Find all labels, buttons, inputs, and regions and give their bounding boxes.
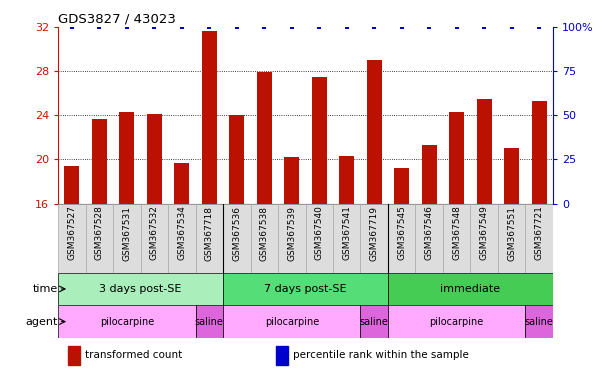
- Text: GSM367539: GSM367539: [287, 205, 296, 261]
- Text: time: time: [33, 284, 58, 294]
- Bar: [276, 346, 288, 365]
- Text: GSM367531: GSM367531: [122, 205, 131, 261]
- Text: GSM367546: GSM367546: [425, 205, 434, 260]
- Bar: [360, 204, 388, 273]
- Text: GSM367532: GSM367532: [150, 205, 159, 260]
- Bar: [333, 204, 360, 273]
- Bar: [64, 166, 79, 204]
- Bar: [388, 305, 525, 338]
- Text: percentile rank within the sample: percentile rank within the sample: [293, 350, 469, 360]
- Bar: [470, 204, 498, 273]
- Bar: [388, 273, 553, 305]
- Point: [259, 24, 269, 30]
- Bar: [278, 204, 306, 273]
- Bar: [113, 204, 141, 273]
- Text: saline: saline: [360, 316, 389, 327]
- Bar: [443, 204, 470, 273]
- Point: [67, 24, 77, 30]
- Point: [342, 24, 352, 30]
- Text: GSM367528: GSM367528: [95, 205, 104, 260]
- Text: GSM367548: GSM367548: [452, 205, 461, 260]
- Point: [424, 24, 434, 30]
- Bar: [174, 163, 189, 204]
- Bar: [367, 60, 382, 204]
- Bar: [229, 115, 244, 204]
- Bar: [449, 112, 464, 204]
- Point: [177, 24, 187, 30]
- Text: GDS3827 / 43023: GDS3827 / 43023: [58, 13, 176, 26]
- Bar: [388, 204, 415, 273]
- Bar: [532, 101, 547, 204]
- Point: [534, 24, 544, 30]
- Text: GSM367540: GSM367540: [315, 205, 324, 260]
- Bar: [415, 204, 443, 273]
- Text: immediate: immediate: [441, 284, 500, 294]
- Text: GSM367719: GSM367719: [370, 205, 379, 261]
- Bar: [196, 305, 223, 338]
- Text: pilocarpine: pilocarpine: [430, 316, 484, 327]
- Bar: [202, 31, 217, 204]
- Bar: [92, 119, 107, 204]
- Point: [95, 24, 104, 30]
- Bar: [339, 156, 354, 204]
- Point: [204, 24, 214, 30]
- Text: saline: saline: [195, 316, 224, 327]
- Text: GSM367721: GSM367721: [535, 205, 544, 260]
- Text: GSM367534: GSM367534: [177, 205, 186, 260]
- Bar: [223, 305, 360, 338]
- Text: GSM367536: GSM367536: [232, 205, 241, 261]
- Text: GSM367545: GSM367545: [397, 205, 406, 260]
- Point: [287, 24, 297, 30]
- Point: [315, 24, 324, 30]
- Point: [452, 24, 462, 30]
- Text: agent: agent: [26, 316, 58, 327]
- Bar: [394, 168, 409, 204]
- Point: [232, 24, 242, 30]
- Text: GSM367718: GSM367718: [205, 205, 214, 261]
- Bar: [68, 346, 80, 365]
- Bar: [58, 204, 86, 273]
- Text: 7 days post-SE: 7 days post-SE: [264, 284, 347, 294]
- Point: [507, 24, 517, 30]
- Text: GSM367527: GSM367527: [67, 205, 76, 260]
- Bar: [312, 76, 327, 204]
- Point: [369, 24, 379, 30]
- Bar: [168, 204, 196, 273]
- Text: 3 days post-SE: 3 days post-SE: [100, 284, 181, 294]
- Bar: [223, 273, 388, 305]
- Bar: [147, 114, 162, 204]
- Bar: [119, 112, 134, 204]
- Bar: [360, 305, 388, 338]
- Bar: [422, 145, 437, 204]
- Text: transformed count: transformed count: [86, 350, 183, 360]
- Bar: [525, 204, 553, 273]
- Text: GSM367549: GSM367549: [480, 205, 489, 260]
- Bar: [141, 204, 168, 273]
- Bar: [58, 273, 223, 305]
- Text: pilocarpine: pilocarpine: [265, 316, 319, 327]
- Text: saline: saline: [525, 316, 554, 327]
- Bar: [223, 204, 251, 273]
- Point: [122, 24, 132, 30]
- Bar: [306, 204, 333, 273]
- Point: [397, 24, 407, 30]
- Bar: [284, 157, 299, 204]
- Text: GSM367541: GSM367541: [342, 205, 351, 260]
- Text: GSM367538: GSM367538: [260, 205, 269, 261]
- Bar: [86, 204, 113, 273]
- Bar: [498, 204, 525, 273]
- Bar: [58, 305, 196, 338]
- Bar: [504, 148, 519, 204]
- Text: GSM367551: GSM367551: [507, 205, 516, 261]
- Bar: [477, 99, 492, 204]
- Bar: [257, 72, 272, 204]
- Text: pilocarpine: pilocarpine: [100, 316, 154, 327]
- Bar: [525, 305, 553, 338]
- Bar: [196, 204, 223, 273]
- Bar: [251, 204, 278, 273]
- Point: [480, 24, 489, 30]
- Point: [149, 24, 159, 30]
